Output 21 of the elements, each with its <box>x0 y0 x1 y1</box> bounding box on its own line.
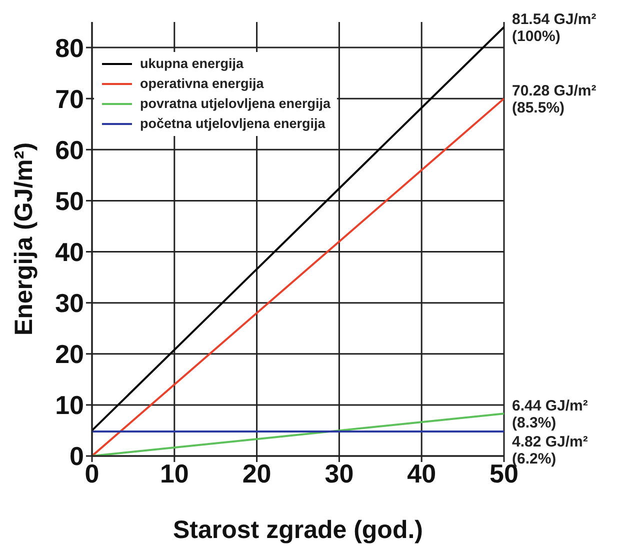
text: 6.44 GJ/m² (8.3%) <box>512 398 588 432</box>
x-tick-label: 20 <box>242 458 272 488</box>
x-tick-label: 10 <box>160 458 189 488</box>
y-tick-label: 50 <box>55 186 84 216</box>
y-tick-label: 10 <box>55 390 84 420</box>
text: 70.28 GJ/m² (85.5%) <box>512 82 596 117</box>
y-tick-label: 20 <box>55 339 84 370</box>
y-tick-label: 70 <box>55 84 84 114</box>
x-tick-label: 40 <box>407 458 436 488</box>
y-tick-label: 40 <box>55 236 84 267</box>
legend-label: početna utjelovljena energija <box>140 116 326 132</box>
text: 81.54 GJ/m² (100%) <box>512 11 596 46</box>
y-tick-label: 60 <box>55 134 84 165</box>
y-axis-title: Energija (GJ/m²) <box>10 142 38 336</box>
x-tick-label: 30 <box>324 458 354 488</box>
x-axis-title: Starost zgrade (god.) <box>172 516 424 544</box>
legend-label: operativna energija <box>140 76 264 92</box>
y-tick-label: 80 <box>55 32 84 63</box>
legend-label: ukupna energija <box>140 56 244 72</box>
legend-label: povratna utjelovljena energija <box>140 96 331 112</box>
y-tick-label: 30 <box>55 288 84 318</box>
